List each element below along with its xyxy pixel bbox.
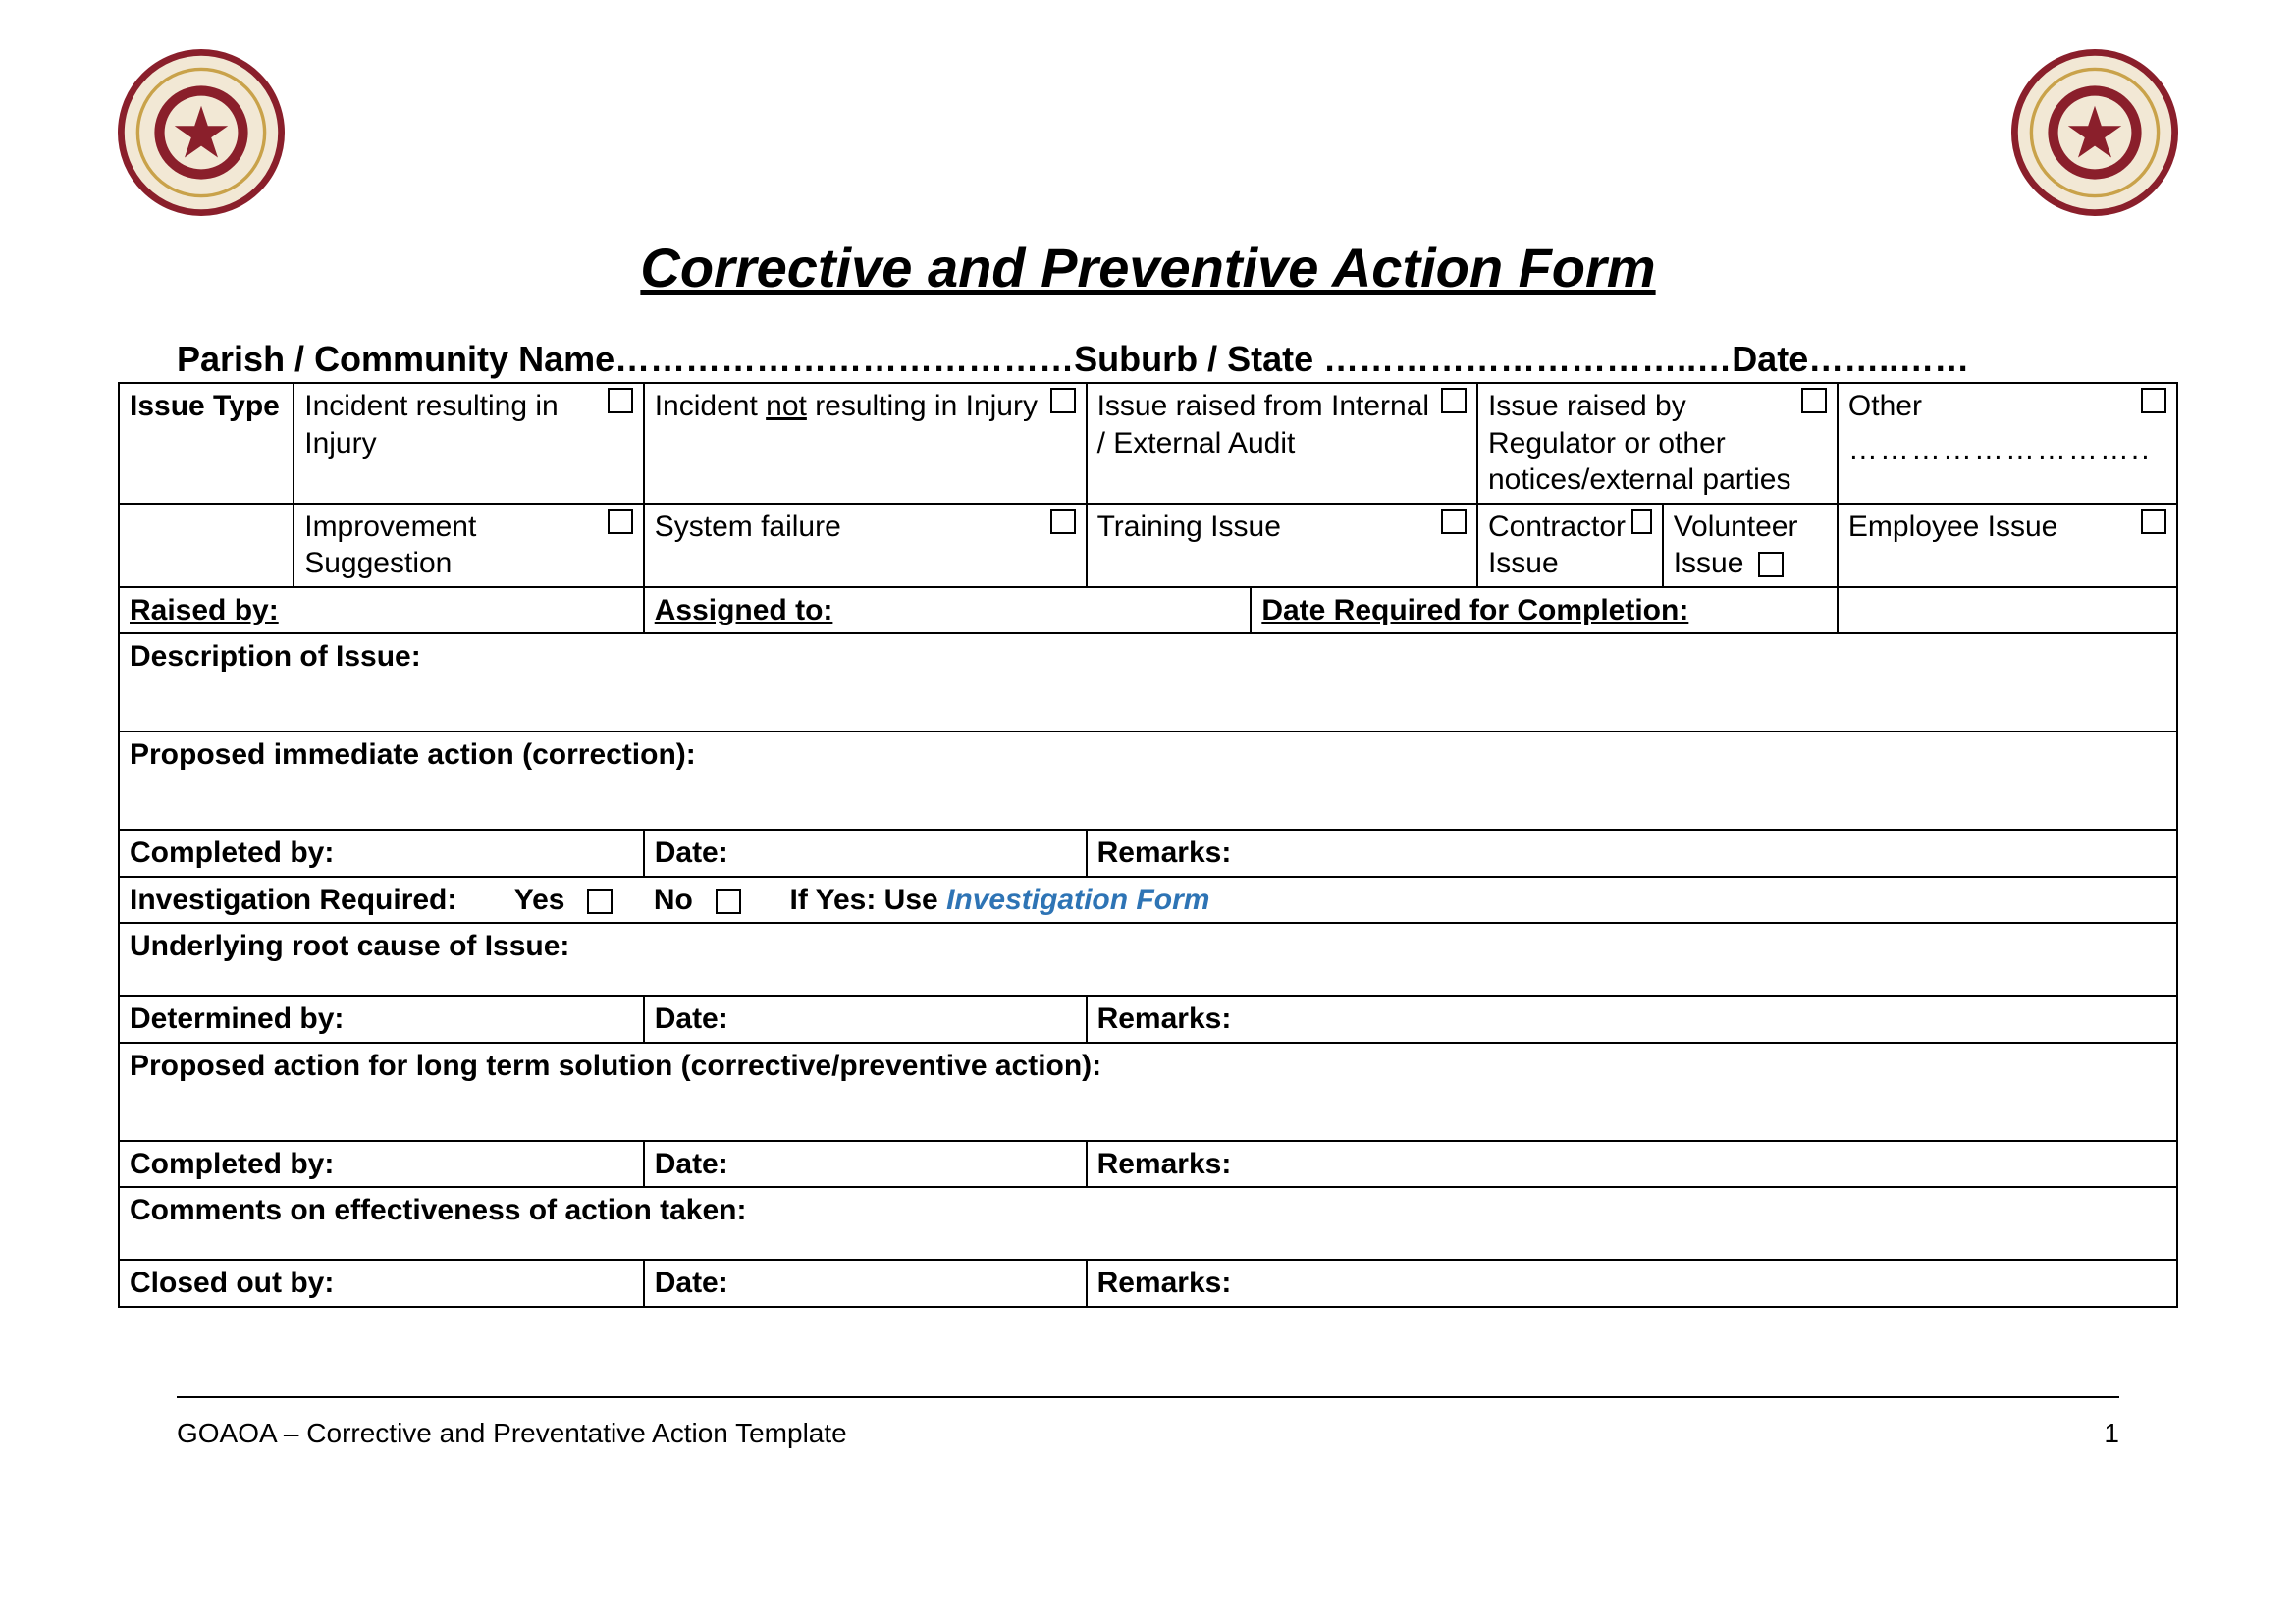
checkbox-yes[interactable]	[587, 889, 613, 914]
root-cause-label: Underlying root cause of Issue:	[119, 923, 2177, 996]
checkbox-training[interactable]	[1441, 509, 1467, 534]
checkbox-improvement[interactable]	[608, 509, 633, 534]
checkbox-volunteer[interactable]	[1758, 552, 1784, 577]
other-dots: ………………………..	[1848, 431, 2166, 468]
remarks-label-3: Remarks:	[1087, 1141, 2177, 1188]
assigned-to-label: Assigned to:	[644, 587, 1252, 634]
proposed-long-label: Proposed action for long term solution (…	[119, 1043, 2177, 1141]
issue-type-opt: Incident not resulting in Injury	[655, 388, 1044, 425]
issue-type-opt: Issue raised from Internal / External Au…	[1097, 388, 1435, 461]
determined-by-label: Determined by:	[119, 996, 644, 1043]
issue-type-opt: Employee Issue	[1848, 509, 2135, 546]
checkbox-other[interactable]	[2141, 388, 2166, 413]
issue-type-opt: Issue raised by Regulator or other notic…	[1488, 388, 1795, 499]
checkbox-incident-injury[interactable]	[608, 388, 633, 413]
checkbox-audit[interactable]	[1441, 388, 1467, 413]
checkbox-regulator[interactable]	[1801, 388, 1827, 413]
issue-type-opt: Other	[1848, 388, 2135, 425]
form-table: Issue Type Incident resulting in Injury …	[118, 382, 2178, 1308]
remarks-label-4: Remarks:	[1087, 1260, 2177, 1307]
remarks-label-2: Remarks:	[1087, 996, 2177, 1043]
investigation-row: Investigation Required: Yes No If Yes: U…	[119, 877, 2177, 924]
date-label: Date	[1732, 339, 1808, 379]
page-number: 1	[2104, 1418, 2119, 1449]
proposed-immediate-label: Proposed immediate action (correction):	[119, 731, 2177, 830]
completed-by-label: Completed by:	[119, 830, 644, 877]
description-label: Description of Issue:	[119, 633, 2177, 731]
suburb-label: Suburb / State	[1074, 339, 1313, 379]
empty-cell	[119, 504, 294, 587]
meta-line: Parish / Community Name…………………………………Subu…	[118, 339, 2178, 380]
date-label-3: Date:	[644, 1141, 1087, 1188]
date-label-2: Date:	[644, 996, 1087, 1043]
comments-label: Comments on effectiveness of action take…	[119, 1187, 2177, 1260]
checkbox-employee[interactable]	[2141, 509, 2166, 534]
date-label-4: Date:	[644, 1260, 1087, 1307]
investigation-form-link[interactable]: Investigation Form	[946, 884, 1209, 916]
date-required-label: Date Required for Completion:	[1251, 587, 1838, 634]
raised-by-label: Raised by:	[119, 587, 644, 634]
issue-type-opt: Contractor Issue	[1488, 509, 1626, 582]
completed-by-label-2: Completed by:	[119, 1141, 644, 1188]
logo-left	[118, 49, 285, 216]
date-label-1: Date:	[644, 830, 1087, 877]
checkbox-no[interactable]	[716, 889, 741, 914]
issue-type-opt: Improvement Suggestion	[304, 509, 601, 582]
checkbox-incident-no-injury[interactable]	[1050, 388, 1076, 413]
date-required-value[interactable]	[1838, 587, 2177, 634]
issue-type-opt: System failure	[655, 509, 1044, 546]
issue-type-header: Issue Type	[119, 383, 294, 504]
footer-text: GOAOA – Corrective and Preventative Acti…	[177, 1418, 847, 1449]
issue-type-opt: Training Issue	[1097, 509, 1435, 546]
issue-type-opt: Incident resulting in Injury	[304, 388, 601, 461]
form-title: Corrective and Preventive Action Form	[118, 236, 2178, 299]
checkbox-system-failure[interactable]	[1050, 509, 1076, 534]
closed-out-label: Closed out by:	[119, 1260, 644, 1307]
checkbox-contractor[interactable]	[1631, 509, 1652, 534]
logo-right	[2011, 49, 2178, 216]
remarks-label-1: Remarks:	[1087, 830, 2177, 877]
parish-label: Parish / Community Name	[177, 339, 614, 379]
